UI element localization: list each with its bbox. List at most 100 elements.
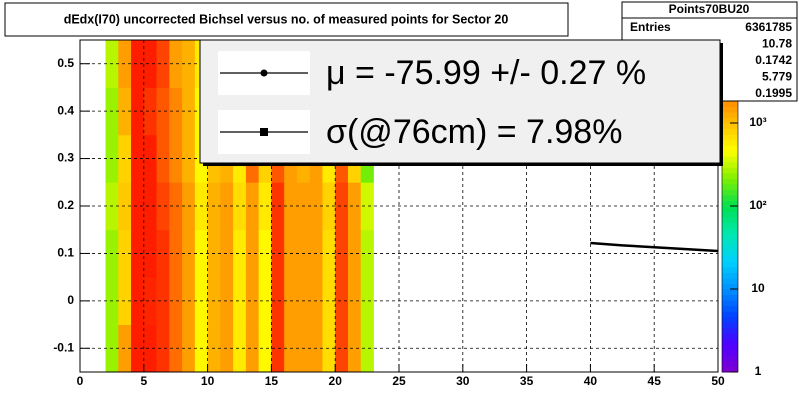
colorbar-swatch xyxy=(722,134,738,141)
heatmap-cell xyxy=(335,277,349,325)
colorbar-swatch xyxy=(722,289,738,296)
heatmap-cell xyxy=(347,182,362,231)
colorbar-swatch xyxy=(722,194,738,201)
z-tick-label: 10 xyxy=(751,281,765,295)
x-tick-label: 5 xyxy=(140,374,147,388)
heatmap-cell xyxy=(131,324,145,373)
y-tick-label: 0 xyxy=(67,293,74,307)
colorbar-swatch xyxy=(722,189,738,196)
heatmap-cell xyxy=(360,229,374,278)
heatmap-cell xyxy=(347,229,362,278)
z-tick-label: 10² xyxy=(749,198,766,212)
heatmap-cell xyxy=(143,87,157,136)
heatmap-cell xyxy=(169,87,183,136)
colorbar-swatch xyxy=(722,200,738,207)
heatmap-cell xyxy=(360,182,374,231)
heatmap-cell xyxy=(233,277,247,325)
heatmap-cell xyxy=(258,324,272,373)
y-tick-label: 0.4 xyxy=(57,103,74,117)
stats-value: 6361785 xyxy=(745,20,792,34)
heatmap-cell xyxy=(156,277,170,325)
z-tick-label: 10³ xyxy=(749,115,766,129)
heatmap-cell xyxy=(271,324,285,373)
legend-marker xyxy=(260,69,268,77)
title-box xyxy=(4,2,569,37)
colorbar-swatch xyxy=(722,183,738,190)
heatmap-cell xyxy=(322,229,336,278)
stats-label: Entries xyxy=(630,20,671,34)
colorbar-swatch xyxy=(722,266,738,273)
x-tick-label: 45 xyxy=(648,374,662,388)
colorbar-swatch xyxy=(722,305,738,312)
colorbar-swatch xyxy=(722,161,738,168)
colorbar-swatch xyxy=(722,344,738,351)
heatmap-cell xyxy=(360,324,374,373)
colorbar-swatch xyxy=(722,294,738,301)
heatmap-cell xyxy=(143,182,157,231)
heatmap-cell xyxy=(322,182,336,231)
colorbar-swatch xyxy=(722,250,738,257)
legend-marker xyxy=(260,128,268,136)
legend-entry: μ = -75.99 +/- 0.27 % xyxy=(326,54,646,92)
heatmap-cell xyxy=(271,229,285,278)
colorbar-swatch xyxy=(722,228,738,235)
x-tick-label: 25 xyxy=(392,374,406,388)
colorbar-swatch xyxy=(722,261,738,268)
colorbar-swatch xyxy=(722,244,738,251)
y-tick-label: 0.2 xyxy=(57,198,74,212)
x-tick-label: 15 xyxy=(265,374,279,388)
heatmap-cell xyxy=(169,324,183,373)
heatmap-cell xyxy=(335,229,349,278)
heatmap-cell xyxy=(143,134,157,183)
y-tick-label: 0.1 xyxy=(57,246,74,260)
colorbar-swatch xyxy=(722,222,738,229)
colorbar-swatch xyxy=(722,206,738,213)
colorbar-swatch xyxy=(722,239,738,246)
heatmap-cell xyxy=(131,87,145,136)
x-tick-label: 0 xyxy=(77,374,84,388)
heatmap-cell xyxy=(169,134,183,183)
heatmap-cell xyxy=(335,182,349,231)
x-tick-label: 40 xyxy=(584,374,598,388)
heatmap-cell xyxy=(169,277,183,325)
heatmap-cell xyxy=(143,277,157,325)
stats-value: 0.1742 xyxy=(755,53,792,67)
legend-entry: σ(@76cm) = 7.98% xyxy=(326,113,622,151)
heatmap-cell xyxy=(156,40,170,88)
heatmap-cell xyxy=(335,324,349,373)
colorbar-swatch xyxy=(722,128,738,135)
colorbar-swatch xyxy=(722,111,738,118)
colorbar-swatch xyxy=(722,355,738,362)
heatmap-cell xyxy=(360,277,374,325)
heatmap-cell xyxy=(131,229,145,278)
stats-title: Points70BU20 xyxy=(669,2,750,16)
colorbar-swatch xyxy=(722,327,738,334)
colorbar-swatch xyxy=(722,277,738,284)
heatmap-cell xyxy=(143,229,157,278)
colorbar-swatch xyxy=(722,360,738,367)
heatmap-cell xyxy=(156,182,170,231)
profile-line xyxy=(590,241,719,253)
colorbar-swatch xyxy=(722,172,738,179)
heatmap-cell xyxy=(143,40,157,88)
x-tick-label: 50 xyxy=(711,374,725,388)
colorbar-swatch xyxy=(722,333,738,340)
colorbar-swatch xyxy=(722,211,738,218)
heatmap-cell xyxy=(169,229,183,278)
heatmap-cell xyxy=(233,229,247,278)
heatmap-cell xyxy=(131,134,145,183)
heatmap-cell xyxy=(322,277,336,325)
heatmap-cell xyxy=(233,324,247,373)
heatmap-cell xyxy=(258,229,272,278)
chart-title: dEdx(I70) uncorrected Bichsel versus no.… xyxy=(64,12,509,26)
y-tick-label: 0.3 xyxy=(57,151,74,165)
colorbar-swatch xyxy=(722,167,738,174)
colorbar-swatch xyxy=(722,106,738,113)
colorbar-swatch xyxy=(722,178,738,185)
heatmap-cell xyxy=(233,182,247,231)
colorbar-swatch xyxy=(722,300,738,307)
stats-value: 10.78 xyxy=(762,37,792,51)
heatmap-cell xyxy=(156,134,170,183)
colorbar-swatch xyxy=(722,255,738,262)
